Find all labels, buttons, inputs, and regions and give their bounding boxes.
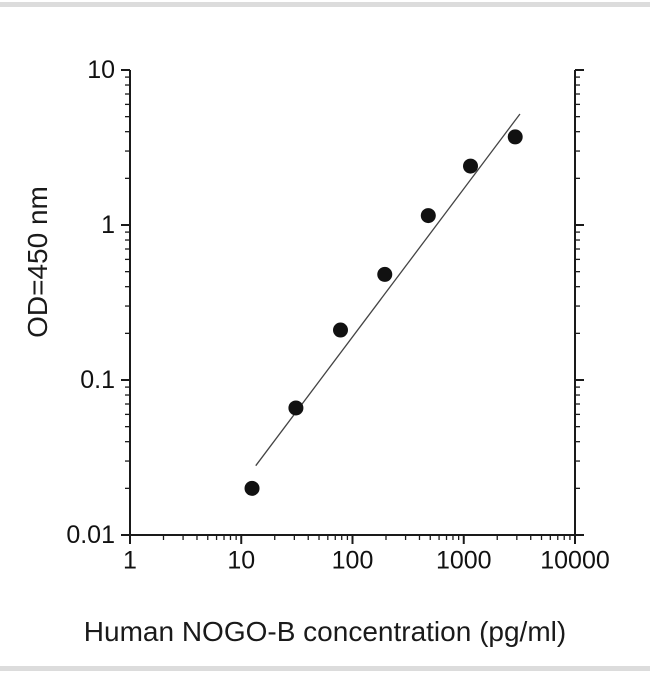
data-point — [332, 322, 348, 338]
x-tick-label: 10 — [227, 547, 255, 575]
data-point — [288, 400, 304, 416]
y-axis-title: OD=450 nm — [22, 186, 53, 338]
x-tick-label: 1 — [123, 547, 137, 575]
y-tick-label: 0.01 — [66, 521, 115, 549]
y-tick-label: 1 — [101, 211, 115, 239]
data-point — [244, 480, 260, 496]
x-tick-label: 100 — [332, 547, 374, 575]
data-point — [507, 129, 523, 145]
data-point — [463, 158, 479, 174]
data-point — [377, 266, 393, 282]
x-tick-label: 10000 — [540, 547, 610, 575]
bottom-border-strip — [0, 666, 650, 671]
y-tick-label: 10 — [87, 56, 115, 84]
x-tick-label: 1000 — [436, 547, 492, 575]
top-border-strip — [0, 2, 650, 7]
y-tick-label: 0.1 — [80, 366, 115, 394]
data-point — [420, 208, 436, 224]
x-axis-title: Human NOGO-B concentration (pg/ml) — [83, 616, 567, 647]
